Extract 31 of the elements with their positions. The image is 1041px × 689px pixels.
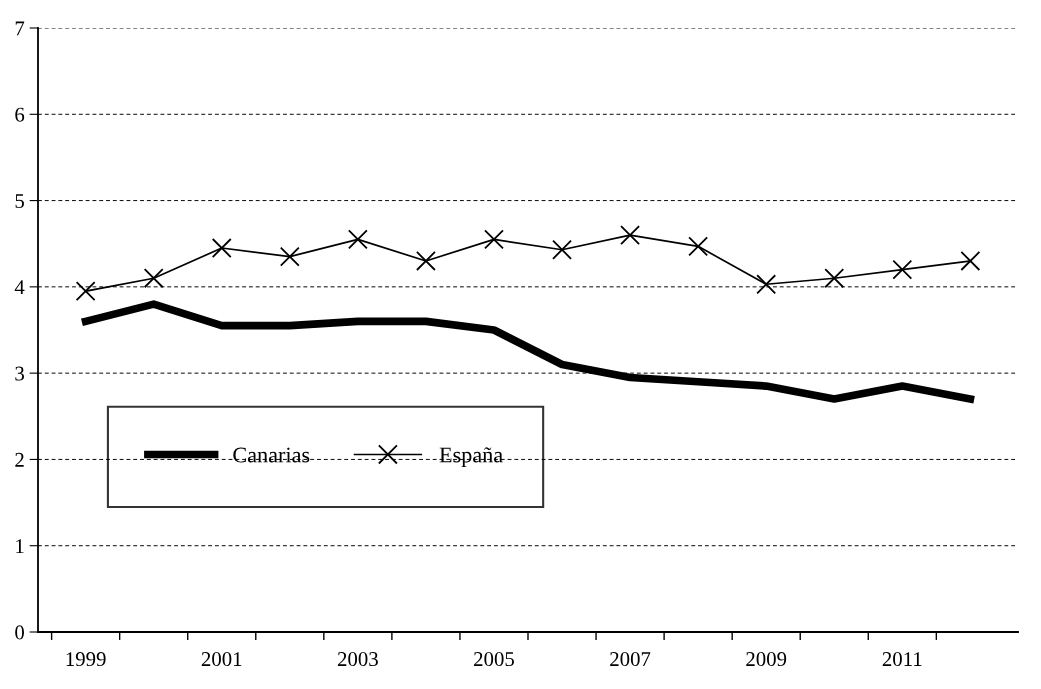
y-tick-label: 1 — [16, 539, 24, 553]
point — [484, 229, 504, 250]
y-tick-label: 7 — [15, 21, 25, 36]
point — [892, 259, 913, 280]
x-tick-label: 2003 — [337, 652, 378, 667]
x-tick-label: 2001 — [201, 652, 242, 667]
point — [143, 268, 164, 289]
y-tick-label: 0 — [15, 625, 25, 640]
x-tick-label: 2009 — [746, 652, 787, 667]
x-tick-label: 2005 — [474, 652, 514, 667]
point — [824, 268, 845, 289]
point — [960, 251, 981, 271]
y-tick-label: 2 — [15, 452, 24, 467]
y-tick-label: 3 — [15, 366, 24, 381]
legend-label: Canarias — [233, 447, 310, 463]
point — [415, 251, 436, 271]
x-tick-label: 1999 — [66, 652, 106, 667]
y-tick-label: 6 — [15, 107, 25, 122]
point — [688, 236, 709, 257]
point — [756, 274, 777, 295]
point — [620, 225, 641, 246]
point — [552, 239, 572, 260]
x-tick-label: 2011 — [882, 652, 922, 667]
point — [75, 281, 96, 302]
x-tick-label: 2007 — [610, 652, 651, 667]
legend-label: España — [439, 447, 503, 467]
point — [347, 229, 368, 250]
point — [211, 238, 232, 258]
y-tick-label: 5 — [15, 194, 24, 208]
y-tick-label: 4 — [14, 280, 25, 295]
point — [279, 246, 300, 267]
